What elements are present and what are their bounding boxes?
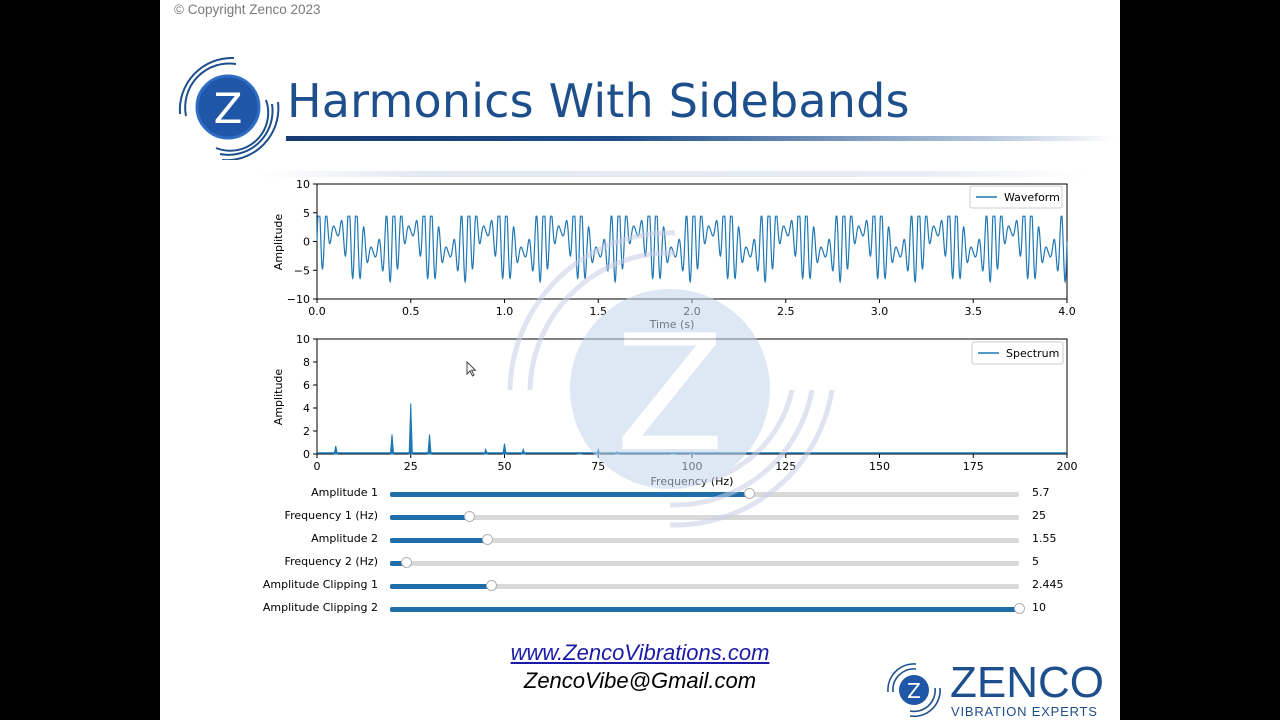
spectrum-y-ticks: 10 8 6 4 2 0 (296, 333, 317, 461)
x-tick-label: 3.5 (965, 305, 983, 318)
y-tick-label: 10 (296, 333, 310, 346)
slider-track[interactable] (390, 511, 1019, 522)
spectrum-peak (427, 434, 432, 455)
slider-value: 10 (1032, 601, 1046, 614)
slider-track[interactable] (390, 557, 1019, 568)
spectrum-peak (389, 434, 395, 455)
spectrum-peak (333, 445, 338, 455)
slider-label: Frequency 2 (Hz) (284, 555, 378, 568)
zenco-brand-logo-icon: Z (887, 663, 941, 718)
x-tick-label: 2.0 (683, 305, 701, 318)
spectrum-peak (408, 403, 413, 455)
slider-fill (390, 538, 488, 543)
slider-row: Amplitude 2 1.55 (160, 530, 1120, 550)
waveform-chart: 10 5 0 −5 −10 0.0 0.5 1.0 1.5 2.0 2.5 3.0 3.5 4.0 Ti… (272, 178, 1076, 331)
brand-logo-letter: Z (907, 679, 921, 703)
slider-track[interactable] (390, 534, 1019, 545)
spectrum-ylabel: Amplitude (272, 369, 285, 426)
slider-label: Frequency 1 (Hz) (284, 509, 378, 522)
x-tick-label: 200 (1057, 460, 1078, 473)
spectrum-peak (502, 443, 507, 455)
y-tick-label: 10 (296, 178, 310, 191)
slide-title: Harmonics With Sidebands (287, 74, 910, 128)
x-tick-label: 1.0 (496, 305, 514, 318)
y-tick-label: 0 (303, 236, 310, 249)
spectrum-x-ticks: 0 25 50 75 100 125 150 175 200 (314, 454, 1078, 473)
slider-fill (390, 515, 469, 520)
slider-row: Amplitude Clipping 2 10 (160, 599, 1120, 619)
mouse-cursor-icon (466, 361, 477, 377)
slider-fill (390, 561, 406, 566)
slider-track[interactable] (390, 603, 1025, 614)
y-tick-label: 2 (303, 425, 310, 438)
slider-track[interactable] (390, 488, 1019, 499)
brand-name: ZENCO (950, 658, 1104, 707)
slider-row: Frequency 1 (Hz) 25 (160, 507, 1120, 527)
copyright-text: © Copyright Zenco 2023 (174, 2, 321, 17)
x-tick-label: 25 (404, 460, 418, 473)
x-tick-label: 1.5 (590, 305, 608, 318)
slider-value: 1.55 (1032, 532, 1057, 545)
x-tick-label: 100 (682, 460, 703, 473)
y-tick-label: 5 (303, 207, 310, 220)
slider-value: 25 (1032, 509, 1046, 522)
waveform-legend-label: Waveform (1004, 191, 1060, 204)
figure-top-rule (254, 171, 1088, 177)
slider-row: Frequency 2 (Hz) 5 (160, 553, 1120, 573)
x-tick-label: 150 (869, 460, 890, 473)
x-tick-label: 3.0 (871, 305, 889, 318)
x-tick-label: 4.0 (1058, 305, 1076, 318)
title-underline (286, 136, 1116, 141)
slider-fill (390, 607, 1019, 612)
logo-letter: Z (214, 84, 243, 133)
x-tick-label: 0 (314, 460, 321, 473)
zenco-logo-icon: Z (178, 56, 280, 160)
slider-thumb[interactable] (482, 534, 494, 545)
x-tick-label: 175 (963, 460, 984, 473)
slider-row: Amplitude Clipping 1 2.445 (160, 576, 1120, 596)
slider-label: Amplitude 1 (311, 486, 378, 499)
slider-fill (390, 584, 492, 589)
slider-label: Amplitude Clipping 1 (262, 578, 378, 591)
waveform-line (316, 215, 1068, 284)
slide: © Copyright Zenco 2023 Z Harmonics With … (160, 0, 1120, 720)
slider-value: 5.7 (1032, 486, 1050, 499)
slider-thumb[interactable] (1014, 603, 1025, 614)
slider-thumb[interactable] (463, 511, 475, 522)
slider-label: Amplitude Clipping 2 (262, 601, 378, 614)
x-tick-label: 125 (775, 460, 796, 473)
spectrum-legend: Spectrum (971, 341, 1064, 365)
y-tick-label: −10 (287, 293, 310, 306)
waveform-xlabel: Time (s) (649, 318, 695, 331)
slider-fill (390, 492, 749, 497)
y-tick-label: 4 (303, 402, 310, 415)
x-tick-label: 2.5 (777, 305, 795, 318)
y-tick-label: 8 (303, 356, 310, 369)
brand-tagline: VIBRATION EXPERTS (951, 704, 1098, 719)
y-tick-label: 6 (303, 379, 310, 392)
waveform-y-ticks: 10 5 0 −5 −10 (287, 178, 317, 306)
website-link[interactable]: www.ZencoVibrations.com (510, 640, 770, 665)
waveform-x-ticks: 0.0 0.5 1.0 1.5 2.0 2.5 3.0 3.5 4.0 (308, 299, 1076, 318)
waveform-legend: Waveform (969, 185, 1063, 209)
email-address: ZencoVibe@Gmail.com (523, 668, 757, 693)
slider-thumb[interactable] (743, 488, 755, 499)
slider-thumb[interactable] (486, 580, 498, 591)
y-tick-label: 0 (303, 448, 310, 461)
y-tick-label: −5 (294, 264, 310, 277)
slider-track[interactable] (390, 580, 1019, 591)
x-tick-label: 75 (591, 460, 605, 473)
spectrum-legend-label: Spectrum (1006, 347, 1059, 360)
slider-row: Amplitude 1 5.7 (160, 484, 1120, 504)
x-tick-label: 0.0 (308, 305, 326, 318)
slider-label: Amplitude 2 (311, 532, 378, 545)
x-tick-label: 50 (498, 460, 512, 473)
waveform-ylabel: Amplitude (272, 214, 285, 271)
slider-value: 2.445 (1032, 578, 1064, 591)
slider-thumb[interactable] (400, 557, 412, 568)
slider-value: 5 (1032, 555, 1039, 568)
x-tick-label: 0.5 (402, 305, 420, 318)
